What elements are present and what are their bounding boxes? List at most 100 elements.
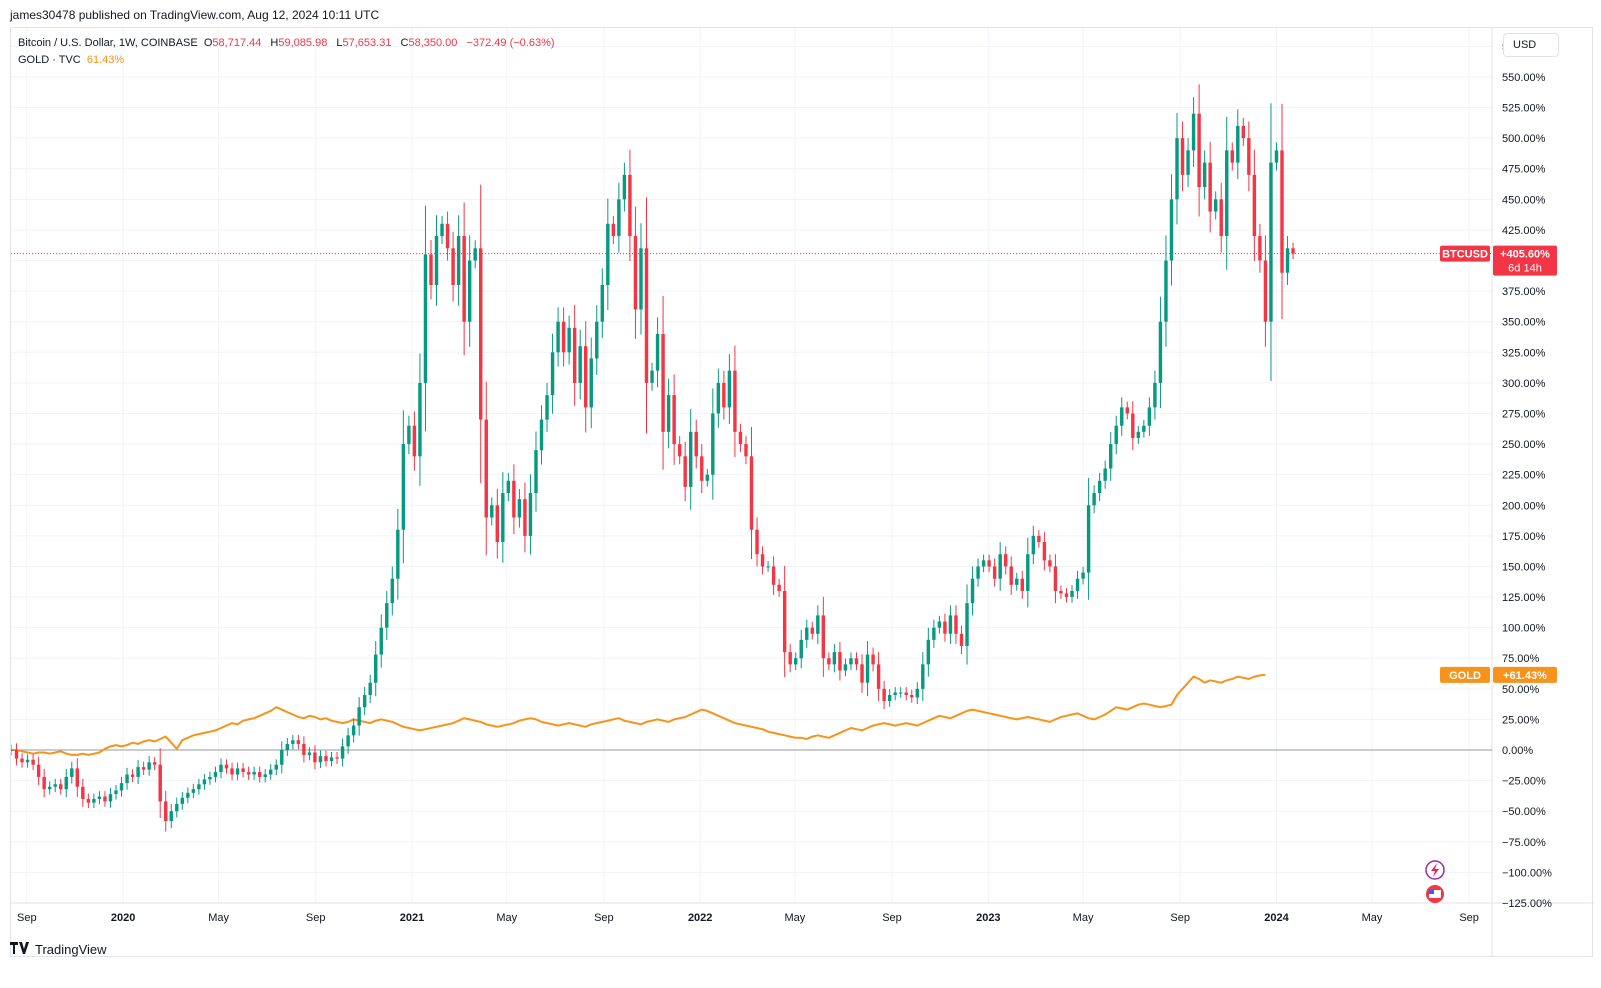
candle-body xyxy=(1186,150,1190,175)
btc-candle xyxy=(1075,570,1080,599)
btc-candle xyxy=(291,734,295,750)
currency-selector[interactable]: USD xyxy=(1503,33,1559,57)
btc-candle xyxy=(760,546,765,575)
legend-main-row[interactable]: Bitcoin / U.S. Dollar, 1W, COINBASE O58,… xyxy=(18,35,561,52)
candle-body xyxy=(25,759,30,763)
candle-body xyxy=(246,772,251,775)
btc-candle xyxy=(876,652,881,702)
candle-body xyxy=(130,774,135,777)
btc-candle xyxy=(506,472,511,501)
candle-body xyxy=(1247,138,1251,175)
btc-candle xyxy=(600,268,605,339)
candle-body xyxy=(777,584,781,591)
btc-candle xyxy=(340,738,345,767)
btc-candle xyxy=(970,566,975,616)
candle-body xyxy=(550,352,555,396)
candle-body xyxy=(1125,407,1129,414)
btc-candle xyxy=(821,596,826,677)
btc-candle xyxy=(81,778,85,807)
btc-candle xyxy=(805,619,809,648)
candle-body xyxy=(1048,560,1052,567)
candle-body xyxy=(1291,248,1295,254)
btc-candle xyxy=(484,381,488,556)
candle-body xyxy=(1280,150,1284,273)
btc-candle xyxy=(639,223,643,335)
btc-candle xyxy=(462,202,466,356)
btc-candle xyxy=(755,517,759,567)
btc-candle xyxy=(191,783,196,799)
candle-body xyxy=(1252,174,1257,237)
chart-frame[interactable]: 575.00%550.00%525.00%500.00%475.00%450.0… xyxy=(10,27,1594,958)
legend-compare-row[interactable]: GOLD · TVC 61.43% xyxy=(18,52,561,69)
candle-body xyxy=(412,425,417,457)
candle-body xyxy=(97,796,102,799)
candle-body xyxy=(600,284,605,322)
candle-body xyxy=(329,757,334,762)
candle-body xyxy=(755,529,759,555)
btc-candle xyxy=(1108,431,1113,481)
candle-body xyxy=(285,743,290,751)
btc-candle xyxy=(246,766,251,780)
btc-candle xyxy=(556,307,560,367)
legend-high-label: H xyxy=(270,37,279,49)
btc-candle xyxy=(213,766,218,783)
candle-body xyxy=(1202,162,1207,188)
candle-body xyxy=(357,707,361,726)
candle-body xyxy=(921,664,925,689)
candle-body xyxy=(1131,413,1135,438)
y-tick-label: 475.00% xyxy=(1502,164,1546,176)
x-tick-label: Sep xyxy=(306,912,326,924)
candle-body xyxy=(622,174,627,200)
y-tick-label: 200.00% xyxy=(1502,500,1546,512)
candle-body xyxy=(42,776,46,790)
footer-brand[interactable]: TradingView xyxy=(10,942,107,957)
candle-body xyxy=(186,792,190,798)
chart-canvas[interactable]: 575.00%550.00%525.00%500.00%475.00%450.0… xyxy=(11,28,1594,958)
candle-body xyxy=(501,493,505,542)
btc-candle xyxy=(954,605,958,644)
btc-candle xyxy=(898,687,903,698)
legend-compare-symbol: GOLD · TVC xyxy=(18,54,81,66)
candle-body xyxy=(981,560,986,567)
btc-candle xyxy=(992,558,997,587)
btc-candle xyxy=(1097,472,1102,501)
btc-candle xyxy=(202,774,207,790)
candle-body xyxy=(1086,505,1091,573)
candle-body xyxy=(1258,236,1262,261)
candle-body xyxy=(517,499,522,518)
candle-body xyxy=(810,627,815,634)
candle-body xyxy=(313,752,317,763)
x-tick-label: 2024 xyxy=(1264,912,1289,924)
candle-body xyxy=(545,395,549,420)
candle-body xyxy=(534,450,538,494)
btc-candle xyxy=(672,374,676,465)
candle-body xyxy=(462,236,466,322)
btc-candle xyxy=(385,590,389,640)
btc-candle xyxy=(1009,556,1013,595)
btc-candle xyxy=(666,378,671,449)
btc-candle xyxy=(495,488,500,559)
y-tick-label: −125.00% xyxy=(1502,898,1552,910)
btc-candle xyxy=(119,776,124,797)
candle-body xyxy=(92,798,96,803)
btc-candle xyxy=(456,215,461,306)
published-line: james30478 published on TradingView.com,… xyxy=(10,8,380,22)
candle-body xyxy=(1070,590,1074,598)
candle-body xyxy=(970,578,975,604)
series-value-text: +61.43% xyxy=(1503,670,1547,682)
btc-candle xyxy=(429,240,433,300)
btc-candle xyxy=(606,198,610,311)
us-flag-icon xyxy=(1426,885,1444,903)
candle-body xyxy=(816,615,820,634)
candle-body xyxy=(976,566,980,579)
candle-body xyxy=(1230,150,1234,163)
candle-body xyxy=(611,223,616,237)
btc-candle xyxy=(224,759,229,774)
series-value-text: +405.60% xyxy=(1500,249,1550,261)
btc-candle xyxy=(827,652,831,671)
btc-candle xyxy=(296,734,301,750)
tradingview-logo-icon xyxy=(10,942,30,957)
btc-candle xyxy=(1153,370,1157,420)
candle-body xyxy=(340,746,345,759)
candle-body xyxy=(1191,113,1196,151)
